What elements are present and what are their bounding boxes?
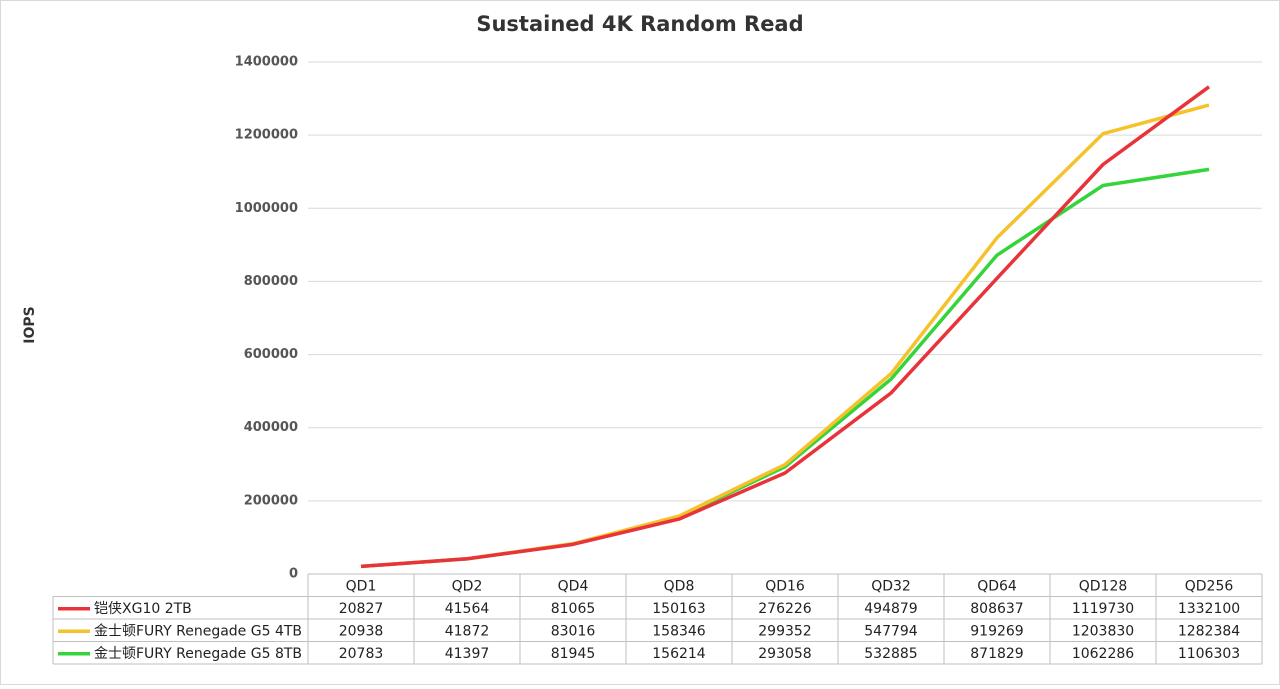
legend-label: 铠侠XG10 2TB	[94, 601, 192, 617]
y-tick-label: 1000000	[235, 201, 298, 216]
y-tick-label: 1200000	[235, 128, 298, 143]
x-tick-label: QD32	[871, 578, 911, 594]
y-tick-label: 400000	[244, 420, 298, 435]
table-value: 156214	[652, 646, 706, 662]
table-value: 494879	[864, 601, 917, 617]
x-tick-label: QD8	[664, 578, 695, 594]
table-value: 20783	[339, 646, 384, 662]
table-value: 293058	[758, 646, 811, 662]
y-tick-label: 800000	[244, 274, 298, 289]
y-tick-label: 200000	[244, 493, 298, 508]
table-value: 20827	[339, 601, 384, 617]
table-value: 1062286	[1072, 646, 1134, 662]
table-value: 1332100	[1178, 601, 1240, 617]
x-tick-label: QD64	[977, 578, 1017, 594]
table-value: 1282384	[1178, 623, 1240, 639]
legend-label: 金士顿FURY Renegade G5 4TB	[94, 623, 302, 639]
table-value: 20938	[339, 623, 384, 639]
table-value: 532885	[864, 646, 917, 662]
y-tick-label: 600000	[244, 347, 298, 362]
x-tick-label: QD2	[452, 578, 483, 594]
table-value: 41397	[445, 646, 490, 662]
table-value: 81945	[551, 646, 596, 662]
chart-title: Sustained 4K Random Read	[476, 12, 803, 36]
table-value: 547794	[864, 623, 918, 639]
table-value: 150163	[652, 601, 705, 617]
table-value: 871829	[970, 646, 1023, 662]
table-value: 276226	[758, 601, 812, 617]
table-value: 41564	[445, 601, 490, 617]
x-tick-label: QD1	[346, 578, 377, 594]
table-value: 41872	[445, 623, 490, 639]
x-tick-label: QD256	[1185, 578, 1234, 594]
table-value: 919269	[970, 623, 1023, 639]
x-tick-label: QD128	[1079, 578, 1128, 594]
y-tick-label: 1400000	[235, 55, 298, 70]
y-axis-label: IOPS	[22, 306, 38, 343]
table-value: 1106303	[1178, 646, 1240, 662]
table-value: 83016	[551, 623, 596, 639]
table-value: 1119730	[1072, 601, 1134, 617]
table-value: 808637	[970, 601, 1023, 617]
table-value: 158346	[652, 623, 706, 639]
table-value: 299352	[758, 623, 811, 639]
series-line	[360, 85, 1211, 569]
y-tick-label: 0	[289, 567, 298, 582]
table-value: 81065	[551, 601, 596, 617]
legend-label: 金士顿FURY Renegade G5 8TB	[94, 646, 302, 662]
table-value: 1203830	[1072, 623, 1134, 639]
x-tick-label: QD4	[558, 578, 589, 594]
x-tick-label: QD16	[765, 578, 805, 594]
